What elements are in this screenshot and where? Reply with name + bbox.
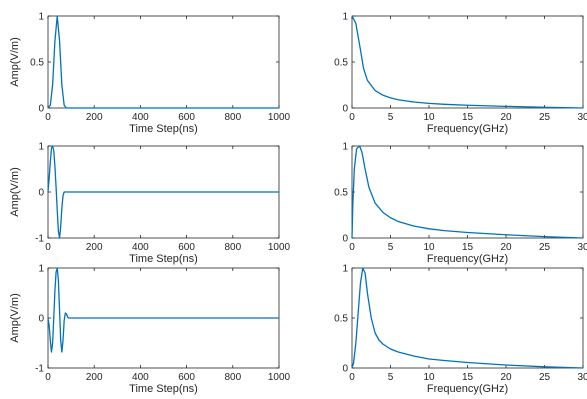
x-tick-label: 25 <box>539 242 551 253</box>
x-tick-label: 15 <box>462 112 474 123</box>
x-tick-label: 20 <box>500 112 512 123</box>
x-tick-label: 15 <box>462 372 474 383</box>
axes-frame <box>47 15 280 109</box>
x-tick-label: 200 <box>86 242 103 253</box>
y-tick-label: 0 <box>38 188 44 199</box>
series-line <box>47 15 279 109</box>
x-tick-label: 0 <box>45 112 51 123</box>
x-tick-label: 800 <box>224 112 241 123</box>
x-tick-label: 5 <box>388 112 394 123</box>
y-tick-label: 1 <box>342 12 348 23</box>
x-tick-label: 400 <box>132 242 149 253</box>
x-tick-label: 25 <box>539 372 551 383</box>
x-tick-label: 5 <box>388 372 394 383</box>
ticks: 0 5 10 15 20 25 30 0 0.5 1 <box>334 12 587 124</box>
x-tick-label: 0 <box>45 242 51 253</box>
x-tick-label: 1000 <box>268 372 291 383</box>
y-tick-label: -1 <box>35 364 44 375</box>
y-tick-label: 0.5 <box>30 58 44 69</box>
y-tick-label: 1 <box>342 142 348 153</box>
y-tick-label: 1 <box>38 264 44 275</box>
y-tick-label: 0.5 <box>334 188 348 199</box>
x-tick-label: 400 <box>132 112 149 123</box>
series-line <box>351 15 584 109</box>
x-tick-label: 25 <box>539 112 551 123</box>
y-tick-label: 0 <box>38 104 44 115</box>
y-tick-label: -1 <box>35 234 44 245</box>
y-axis-label: Amp(V/m) <box>9 293 21 343</box>
x-tick-label: 200 <box>86 112 103 123</box>
x-tick-label: 0 <box>349 372 355 383</box>
x-tick-label: 1000 <box>268 112 291 123</box>
x-tick-label: 0 <box>45 372 51 383</box>
x-axis-label: Time Step(ns) <box>129 253 198 265</box>
x-axis-label: Frequency(GHz) <box>427 123 508 135</box>
x-tick-label: 600 <box>178 112 195 123</box>
series-line <box>47 145 279 239</box>
axes-frame <box>351 267 584 369</box>
x-tick-label: 200 <box>86 372 103 383</box>
x-axis-label: Time Step(ns) <box>129 383 198 395</box>
y-tick-label: 1 <box>38 142 44 153</box>
ticks: 0 200 400 600 800 1000 0 0.5 1 <box>30 12 290 124</box>
y-tick-label: 1 <box>342 264 348 275</box>
x-tick-label: 30 <box>577 242 587 253</box>
x-tick-label: 30 <box>577 372 587 383</box>
x-tick-label: 5 <box>388 242 394 253</box>
y-tick-label: 0 <box>342 234 348 245</box>
y-tick-label: 0.5 <box>334 58 348 69</box>
x-tick-label: 10 <box>423 242 435 253</box>
series-line <box>351 145 584 239</box>
x-axis-label: Time Step(ns) <box>129 123 198 135</box>
x-tick-label: 800 <box>224 242 241 253</box>
y-tick-label: 0.5 <box>334 314 348 325</box>
y-axis-label: Amp(V/m) <box>9 37 21 87</box>
x-axis-label: Frequency(GHz) <box>427 383 508 395</box>
subplot-frequency-2: 0 5 10 15 20 25 30 0 0.5 1 Frequency(GHz) <box>334 142 587 266</box>
x-tick-label: 20 <box>500 242 512 253</box>
subplot-time-1: 0 200 400 600 800 1000 0 0.5 1 Time Step(ns) Amp… <box>9 12 291 136</box>
ticks: 0 5 10 15 20 25 30 0 0.5 1 <box>334 264 587 384</box>
y-tick-label: 0 <box>342 104 348 115</box>
series-line <box>47 267 279 353</box>
x-tick-label: 15 <box>462 242 474 253</box>
subplot-frequency-1: 0 5 10 15 20 25 30 0 0.5 1 Frequency(GHz) <box>334 12 587 136</box>
x-tick-label: 10 <box>423 372 435 383</box>
x-tick-label: 600 <box>178 242 195 253</box>
y-tick-label: 1 <box>38 12 44 23</box>
x-axis-label: Frequency(GHz) <box>427 253 508 265</box>
subplot-time-3: 0 200 400 600 800 1000-101 Time Step(ns) Amp(… <box>9 264 291 396</box>
series-line <box>351 267 584 369</box>
x-tick-label: 800 <box>224 372 241 383</box>
subplot-frequency-3: 0 5 10 15 20 25 30 0 0.5 1 Frequency(GHz) <box>334 264 587 396</box>
x-tick-label: 600 <box>178 372 195 383</box>
axes-frame <box>351 145 584 239</box>
ticks: 0 200 400 600 800 1000-101 <box>35 142 290 254</box>
y-tick-label: 0 <box>38 314 44 325</box>
x-tick-label: 20 <box>500 372 512 383</box>
y-tick-label: 0 <box>342 364 348 375</box>
x-tick-label: 1000 <box>268 242 291 253</box>
x-tick-label: 30 <box>577 112 587 123</box>
x-tick-label: 0 <box>349 242 355 253</box>
ticks: 0 5 10 15 20 25 30 0 0.5 1 <box>334 142 587 254</box>
y-axis-label: Amp(V/m) <box>9 167 21 217</box>
x-tick-label: 0 <box>349 112 355 123</box>
x-tick-label: 10 <box>423 112 435 123</box>
subplot-time-2: 0 200 400 600 800 1000-101 Time Step(ns) Amp(… <box>9 142 291 266</box>
axes-frame <box>351 15 584 109</box>
x-tick-label: 400 <box>132 372 149 383</box>
